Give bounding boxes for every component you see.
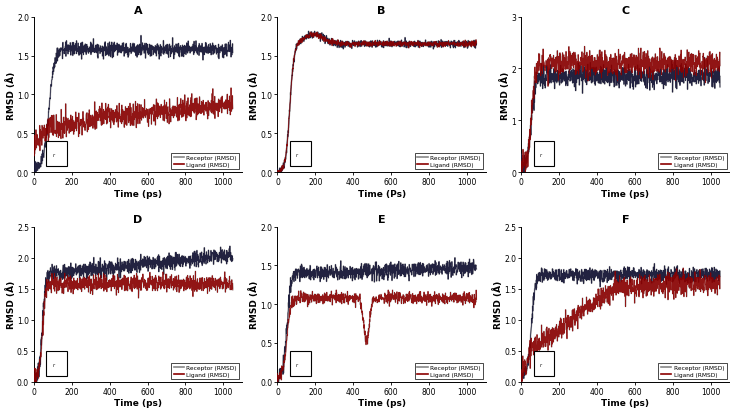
X-axis label: Time (ps): Time (ps)	[114, 189, 162, 198]
Legend: Receptor (RMSD), Ligand (RMSD): Receptor (RMSD), Ligand (RMSD)	[415, 154, 483, 170]
Title: E: E	[378, 215, 385, 225]
Legend: Receptor (RMSD), Ligand (RMSD): Receptor (RMSD), Ligand (RMSD)	[659, 154, 726, 170]
Y-axis label: RMSD (Å): RMSD (Å)	[249, 71, 259, 119]
Title: C: C	[621, 5, 629, 16]
Legend: Receptor (RMSD), Ligand (RMSD): Receptor (RMSD), Ligand (RMSD)	[659, 363, 726, 379]
FancyBboxPatch shape	[46, 351, 67, 376]
Title: D: D	[134, 215, 143, 225]
Text: r: r	[540, 362, 542, 367]
Legend: Receptor (RMSD), Ligand (RMSD): Receptor (RMSD), Ligand (RMSD)	[171, 363, 240, 379]
Text: r: r	[540, 153, 542, 158]
FancyBboxPatch shape	[534, 142, 554, 166]
Y-axis label: RMSD (Å): RMSD (Å)	[6, 280, 15, 328]
X-axis label: Time (ps): Time (ps)	[601, 189, 649, 198]
Legend: Receptor (RMSD), Ligand (RMSD): Receptor (RMSD), Ligand (RMSD)	[415, 363, 483, 379]
Title: A: A	[134, 5, 143, 16]
Text: r: r	[53, 362, 54, 367]
Title: B: B	[378, 5, 386, 16]
FancyBboxPatch shape	[290, 142, 311, 166]
Y-axis label: RMSD (Å): RMSD (Å)	[500, 71, 510, 119]
X-axis label: Time (Ps): Time (Ps)	[358, 189, 406, 198]
FancyBboxPatch shape	[46, 142, 67, 166]
Text: r: r	[296, 153, 298, 158]
Text: r: r	[296, 362, 298, 367]
Text: r: r	[53, 153, 54, 158]
FancyBboxPatch shape	[290, 351, 311, 376]
Y-axis label: RMSD (Å): RMSD (Å)	[492, 280, 503, 328]
X-axis label: Time (ps): Time (ps)	[358, 399, 406, 408]
Title: F: F	[622, 215, 629, 225]
FancyBboxPatch shape	[534, 351, 554, 376]
Y-axis label: RMSD (Å): RMSD (Å)	[6, 71, 15, 119]
Legend: Receptor (RMSD), Ligand (RMSD): Receptor (RMSD), Ligand (RMSD)	[171, 154, 240, 170]
X-axis label: Time (ps): Time (ps)	[601, 399, 649, 408]
Y-axis label: RMSD (Å): RMSD (Å)	[249, 280, 259, 328]
X-axis label: Time (ps): Time (ps)	[114, 399, 162, 408]
